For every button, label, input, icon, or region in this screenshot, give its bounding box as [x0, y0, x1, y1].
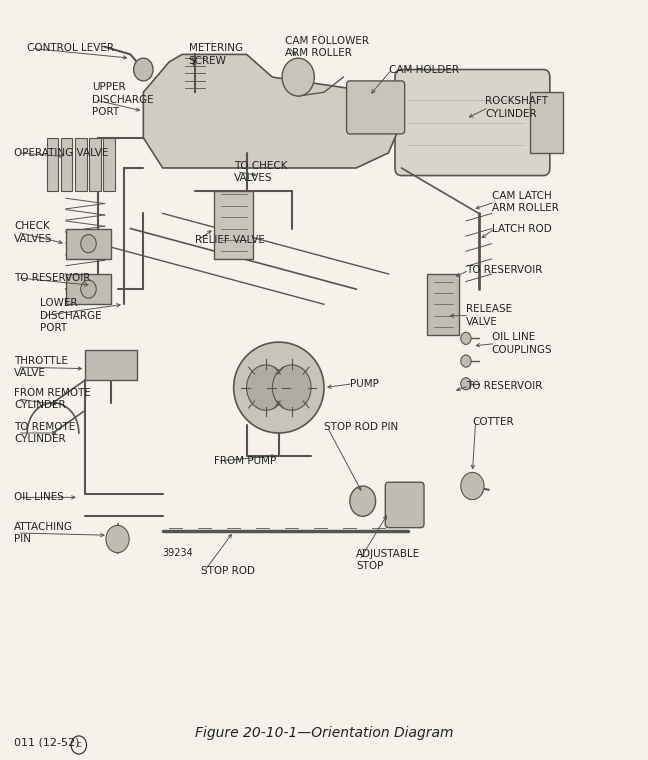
- Text: UPPER
DISCHARGE
PORT: UPPER DISCHARGE PORT: [92, 82, 154, 117]
- Bar: [214, 191, 253, 259]
- Text: LATCH ROD: LATCH ROD: [492, 223, 551, 233]
- Text: CHECK
VALVES: CHECK VALVES: [14, 221, 52, 243]
- Text: TO RESERVOIR: TO RESERVOIR: [466, 265, 542, 275]
- Text: LOWER
DISCHARGE
PORT: LOWER DISCHARGE PORT: [40, 298, 102, 333]
- Text: TO RESERVOIR: TO RESERVOIR: [466, 381, 542, 391]
- Text: CAM LATCH
ARM ROLLER: CAM LATCH ARM ROLLER: [492, 191, 559, 214]
- Text: STOP ROD: STOP ROD: [202, 565, 255, 576]
- Text: CAM HOLDER: CAM HOLDER: [389, 65, 459, 74]
- Text: 39234: 39234: [163, 548, 194, 558]
- Bar: [103, 138, 115, 191]
- Text: CAM FOLLOWER
ARM ROLLER: CAM FOLLOWER ARM ROLLER: [285, 36, 369, 58]
- Bar: [75, 138, 87, 191]
- Text: Figure 20-10-1—Orientation Diagram: Figure 20-10-1—Orientation Diagram: [195, 726, 453, 739]
- Circle shape: [461, 378, 471, 390]
- Text: RELIEF VALVE: RELIEF VALVE: [195, 235, 265, 245]
- Bar: [89, 138, 100, 191]
- Circle shape: [106, 525, 129, 553]
- Circle shape: [282, 59, 314, 96]
- Text: ATTACHING
PIN: ATTACHING PIN: [14, 522, 73, 544]
- Polygon shape: [143, 55, 401, 168]
- Bar: [66, 229, 111, 259]
- Bar: [427, 274, 459, 334]
- Bar: [531, 92, 562, 153]
- Text: COTTER: COTTER: [472, 416, 514, 426]
- Bar: [27, 17, 634, 592]
- FancyBboxPatch shape: [386, 483, 424, 527]
- Circle shape: [272, 365, 311, 410]
- Text: OPERATING VALVE: OPERATING VALVE: [14, 148, 109, 158]
- Circle shape: [350, 486, 376, 516]
- Text: TO REMOTE
CYLINDER: TO REMOTE CYLINDER: [14, 422, 76, 444]
- Circle shape: [461, 473, 484, 499]
- Text: ROCKSHAFT
CYLINDER: ROCKSHAFT CYLINDER: [485, 97, 548, 119]
- Bar: [47, 138, 58, 191]
- Text: RELEASE
VALVE: RELEASE VALVE: [466, 305, 512, 327]
- Text: TO RESERVOIR: TO RESERVOIR: [14, 273, 91, 283]
- Text: TO CHECK
VALVES: TO CHECK VALVES: [234, 160, 287, 183]
- Bar: [86, 350, 137, 380]
- Text: CONTROL LEVER: CONTROL LEVER: [27, 43, 114, 53]
- Circle shape: [461, 332, 471, 344]
- Text: ADJUSTABLE
STOP: ADJUSTABLE STOP: [356, 549, 421, 572]
- Text: FROM REMOTE
CYLINDER: FROM REMOTE CYLINDER: [14, 388, 91, 410]
- Ellipse shape: [234, 342, 324, 433]
- Text: STOP ROD PIN: STOP ROD PIN: [324, 422, 399, 432]
- Circle shape: [461, 355, 471, 367]
- Bar: [66, 274, 111, 304]
- Text: C: C: [76, 742, 81, 748]
- Circle shape: [133, 59, 153, 81]
- Text: FROM PUMP: FROM PUMP: [214, 456, 277, 466]
- Circle shape: [247, 365, 285, 410]
- Text: METERING
SCREW: METERING SCREW: [189, 43, 242, 65]
- FancyBboxPatch shape: [347, 81, 404, 134]
- FancyBboxPatch shape: [395, 69, 550, 176]
- Bar: [61, 138, 73, 191]
- Circle shape: [81, 235, 97, 253]
- Text: OIL LINE
COUPLINGS: OIL LINE COUPLINGS: [492, 332, 552, 355]
- Text: PUMP: PUMP: [350, 378, 378, 389]
- Text: THROTTLE
VALVE: THROTTLE VALVE: [14, 356, 68, 378]
- Text: 011 (12-52): 011 (12-52): [14, 737, 80, 747]
- Text: OIL LINES: OIL LINES: [14, 492, 64, 502]
- Circle shape: [81, 280, 97, 298]
